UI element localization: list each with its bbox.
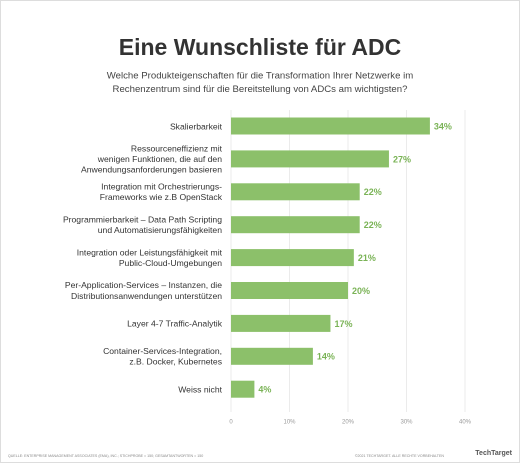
value-label: 14%: [317, 352, 335, 362]
bar: [231, 347, 313, 365]
value-label: 20%: [352, 286, 370, 296]
value-label: 21%: [358, 253, 376, 263]
logo: TechTarget: [475, 450, 512, 457]
x-tick-label: 40%: [459, 420, 472, 426]
category-label: Weiss nicht: [178, 384, 222, 394]
copyright: ©2021 TECHTARGET. ALLE RECHTE VORBEHALTE…: [355, 454, 445, 458]
value-label: 4%: [258, 385, 271, 395]
category-label: Per-Application-Services – Instanzen, di…: [65, 280, 222, 301]
value-label: 17%: [334, 319, 352, 329]
category-label: Integration mit Orchestrierungs-Framewor…: [100, 182, 223, 203]
category-label: Programmierbarkeit – Data Path Scripting…: [63, 215, 222, 236]
category-label: Ressourceneffizienz mit wenigen Funktione…: [81, 144, 223, 175]
bar: [231, 216, 360, 234]
x-tick-label: 0: [229, 420, 233, 426]
value-label: 22%: [364, 187, 382, 197]
category-label: Container-Services-Integration, z.B. Dock…: [103, 346, 222, 367]
bar: [231, 249, 354, 267]
bar: [231, 282, 348, 299]
bar: [231, 380, 255, 398]
bar: [231, 117, 430, 135]
bar: [231, 314, 331, 332]
value-label: 22%: [364, 220, 382, 230]
bar: [231, 183, 360, 201]
category-label: Layer 4-7 Traffic-Analytik: [127, 319, 223, 329]
bar: [231, 150, 389, 168]
chart-title: Eine Wunschliste für ADC: [119, 34, 401, 60]
chart-subtitle: Welche Produkteigenschaften für die Tran…: [107, 70, 413, 95]
x-tick-label: 20%: [342, 420, 355, 426]
source-note: QUELLE: ENTERPRISE MANAGEMENT ASSOCIATES…: [8, 454, 203, 458]
value-label: 34%: [434, 121, 452, 131]
category-label: Skalierbarkeit: [170, 121, 223, 131]
category-label: Integration oder Leistungsfähigkeit mit P…: [77, 248, 223, 269]
value-label: 27%: [393, 154, 411, 164]
x-tick-label: 30%: [400, 420, 413, 426]
x-tick-label: 10%: [283, 420, 296, 426]
